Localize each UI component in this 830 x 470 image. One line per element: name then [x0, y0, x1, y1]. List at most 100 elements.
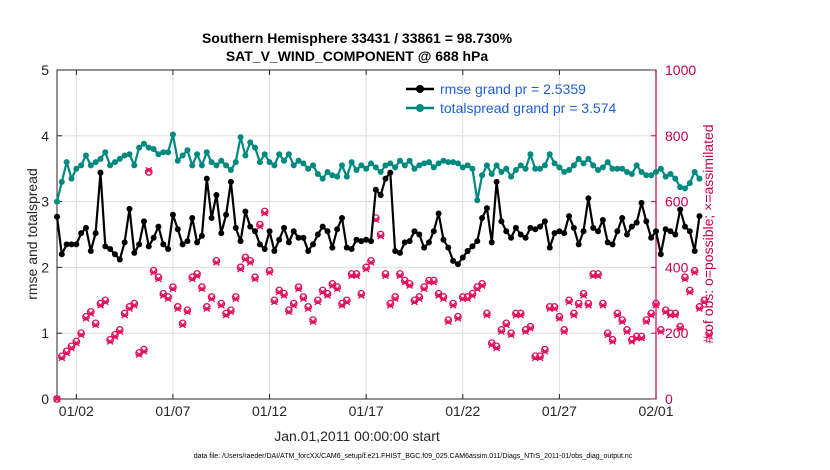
totalspread-point: [566, 167, 573, 174]
obs-possible-point: [391, 293, 399, 301]
totalspread-point: [522, 165, 529, 172]
rmse-point: [165, 245, 172, 252]
obs-assimilated-point: [309, 318, 317, 326]
rmse-point: [450, 257, 457, 264]
obs-possible-point: [685, 286, 694, 295]
obs-assimilated-point: [638, 334, 646, 342]
obs-assimilated-point: [468, 291, 476, 299]
rmse-point: [63, 241, 70, 248]
legend-marker-totalspread: [416, 104, 424, 112]
obs-assimilated-point: [87, 310, 95, 317]
obs-assimilated-point: [208, 295, 216, 303]
obs-assimilated-point: [584, 301, 592, 309]
rmse-point: [435, 210, 442, 217]
rmse-point: [121, 239, 128, 246]
totalspread-point: [643, 172, 650, 179]
totalspread-point: [459, 164, 466, 171]
rmse-point: [169, 211, 176, 218]
rmse-point: [691, 247, 698, 254]
totalspread-point: [54, 198, 60, 205]
obs-assimilated-point: [333, 285, 341, 293]
obs-assimilated-point: [72, 339, 80, 347]
obs-assimilated-point: [179, 321, 187, 329]
rmse-point: [633, 219, 640, 226]
rmse-point: [648, 234, 655, 241]
obs-assimilated-point: [116, 328, 124, 336]
totalspread-point: [150, 145, 157, 152]
rmse-point: [310, 241, 317, 248]
totalspread-point: [454, 160, 461, 167]
totalspread-point: [411, 165, 418, 172]
obs-possible-point: [376, 230, 385, 239]
totalspread-point: [546, 151, 553, 158]
obs-assimilated-point: [691, 268, 699, 276]
totalspread-point: [300, 160, 307, 167]
totalspread-point: [92, 159, 99, 166]
totalspread-point: [628, 170, 635, 177]
obs-possible-point: [483, 309, 491, 318]
rmse-point: [290, 228, 297, 235]
obs-assimilated-point: [575, 301, 583, 309]
obs-possible-point: [101, 296, 110, 305]
totalspread-point: [691, 168, 698, 175]
obs-assimilated-point: [565, 298, 573, 306]
obs-possible-point: [82, 312, 90, 321]
rmse-point: [421, 244, 428, 251]
rmse-point: [614, 228, 621, 235]
rmse-point: [445, 244, 452, 251]
totalspread-point: [392, 164, 399, 171]
totalspread-point: [305, 165, 312, 172]
x-tick-label: 01/02: [59, 403, 94, 419]
totalspread-point: [276, 151, 283, 158]
rmse-point: [300, 234, 307, 241]
obs-possible-point: [86, 307, 95, 316]
totalspread-point: [396, 157, 403, 164]
obs-possible-point: [386, 299, 395, 308]
rmse-point: [561, 230, 568, 237]
obs-assimilated-point: [623, 328, 631, 336]
obs-assimilated-point: [285, 308, 293, 316]
obs-possible-point: [652, 299, 660, 308]
totalspread-point: [131, 162, 138, 169]
obs-possible-point: [526, 322, 535, 331]
obs-assimilated-point: [140, 347, 148, 355]
rmse-point: [281, 224, 288, 231]
rmse-point: [174, 226, 181, 233]
rmse-point: [334, 226, 341, 233]
obs-assimilated-point: [430, 278, 438, 286]
rmse-point: [566, 213, 573, 220]
obs-assimilated-point: [517, 311, 525, 319]
obs-possible-point: [202, 303, 211, 311]
totalspread-point: [266, 159, 273, 166]
x-tick-label: 01/07: [155, 403, 190, 419]
totalspread-point: [58, 178, 65, 185]
y-axis-label-right: # of obs: o=possible; ×=assimilated: [700, 124, 716, 343]
totalspread-point: [314, 170, 321, 177]
x-tick-label: 02/01: [638, 403, 673, 419]
totalspread-point: [537, 165, 544, 172]
totalspread-point: [126, 151, 133, 158]
obs-possible-point: [67, 342, 76, 351]
totalspread-point: [310, 162, 317, 169]
totalspread-series: [54, 131, 703, 205]
rmse-point: [546, 244, 553, 251]
totalspread-point: [169, 131, 176, 138]
rmse-point: [223, 211, 230, 218]
obs-assimilated-series: [53, 166, 713, 403]
totalspread-point: [68, 175, 75, 182]
obs-possible-series: [53, 168, 713, 403]
totalspread-point: [242, 152, 249, 159]
totalspread-point: [440, 157, 447, 164]
totalspread-point: [474, 197, 481, 204]
totalspread-point: [464, 162, 471, 169]
totalspread-point: [367, 160, 374, 167]
obs-possible-point: [603, 329, 612, 338]
obs-assimilated-point: [299, 295, 307, 303]
legend-marker-rmse: [416, 85, 424, 93]
totalspread-point: [121, 152, 128, 159]
totalspread-point: [382, 162, 389, 169]
obs-possible-point: [502, 319, 511, 328]
obs-possible-point: [115, 326, 124, 334]
obs-possible-point: [130, 299, 139, 308]
